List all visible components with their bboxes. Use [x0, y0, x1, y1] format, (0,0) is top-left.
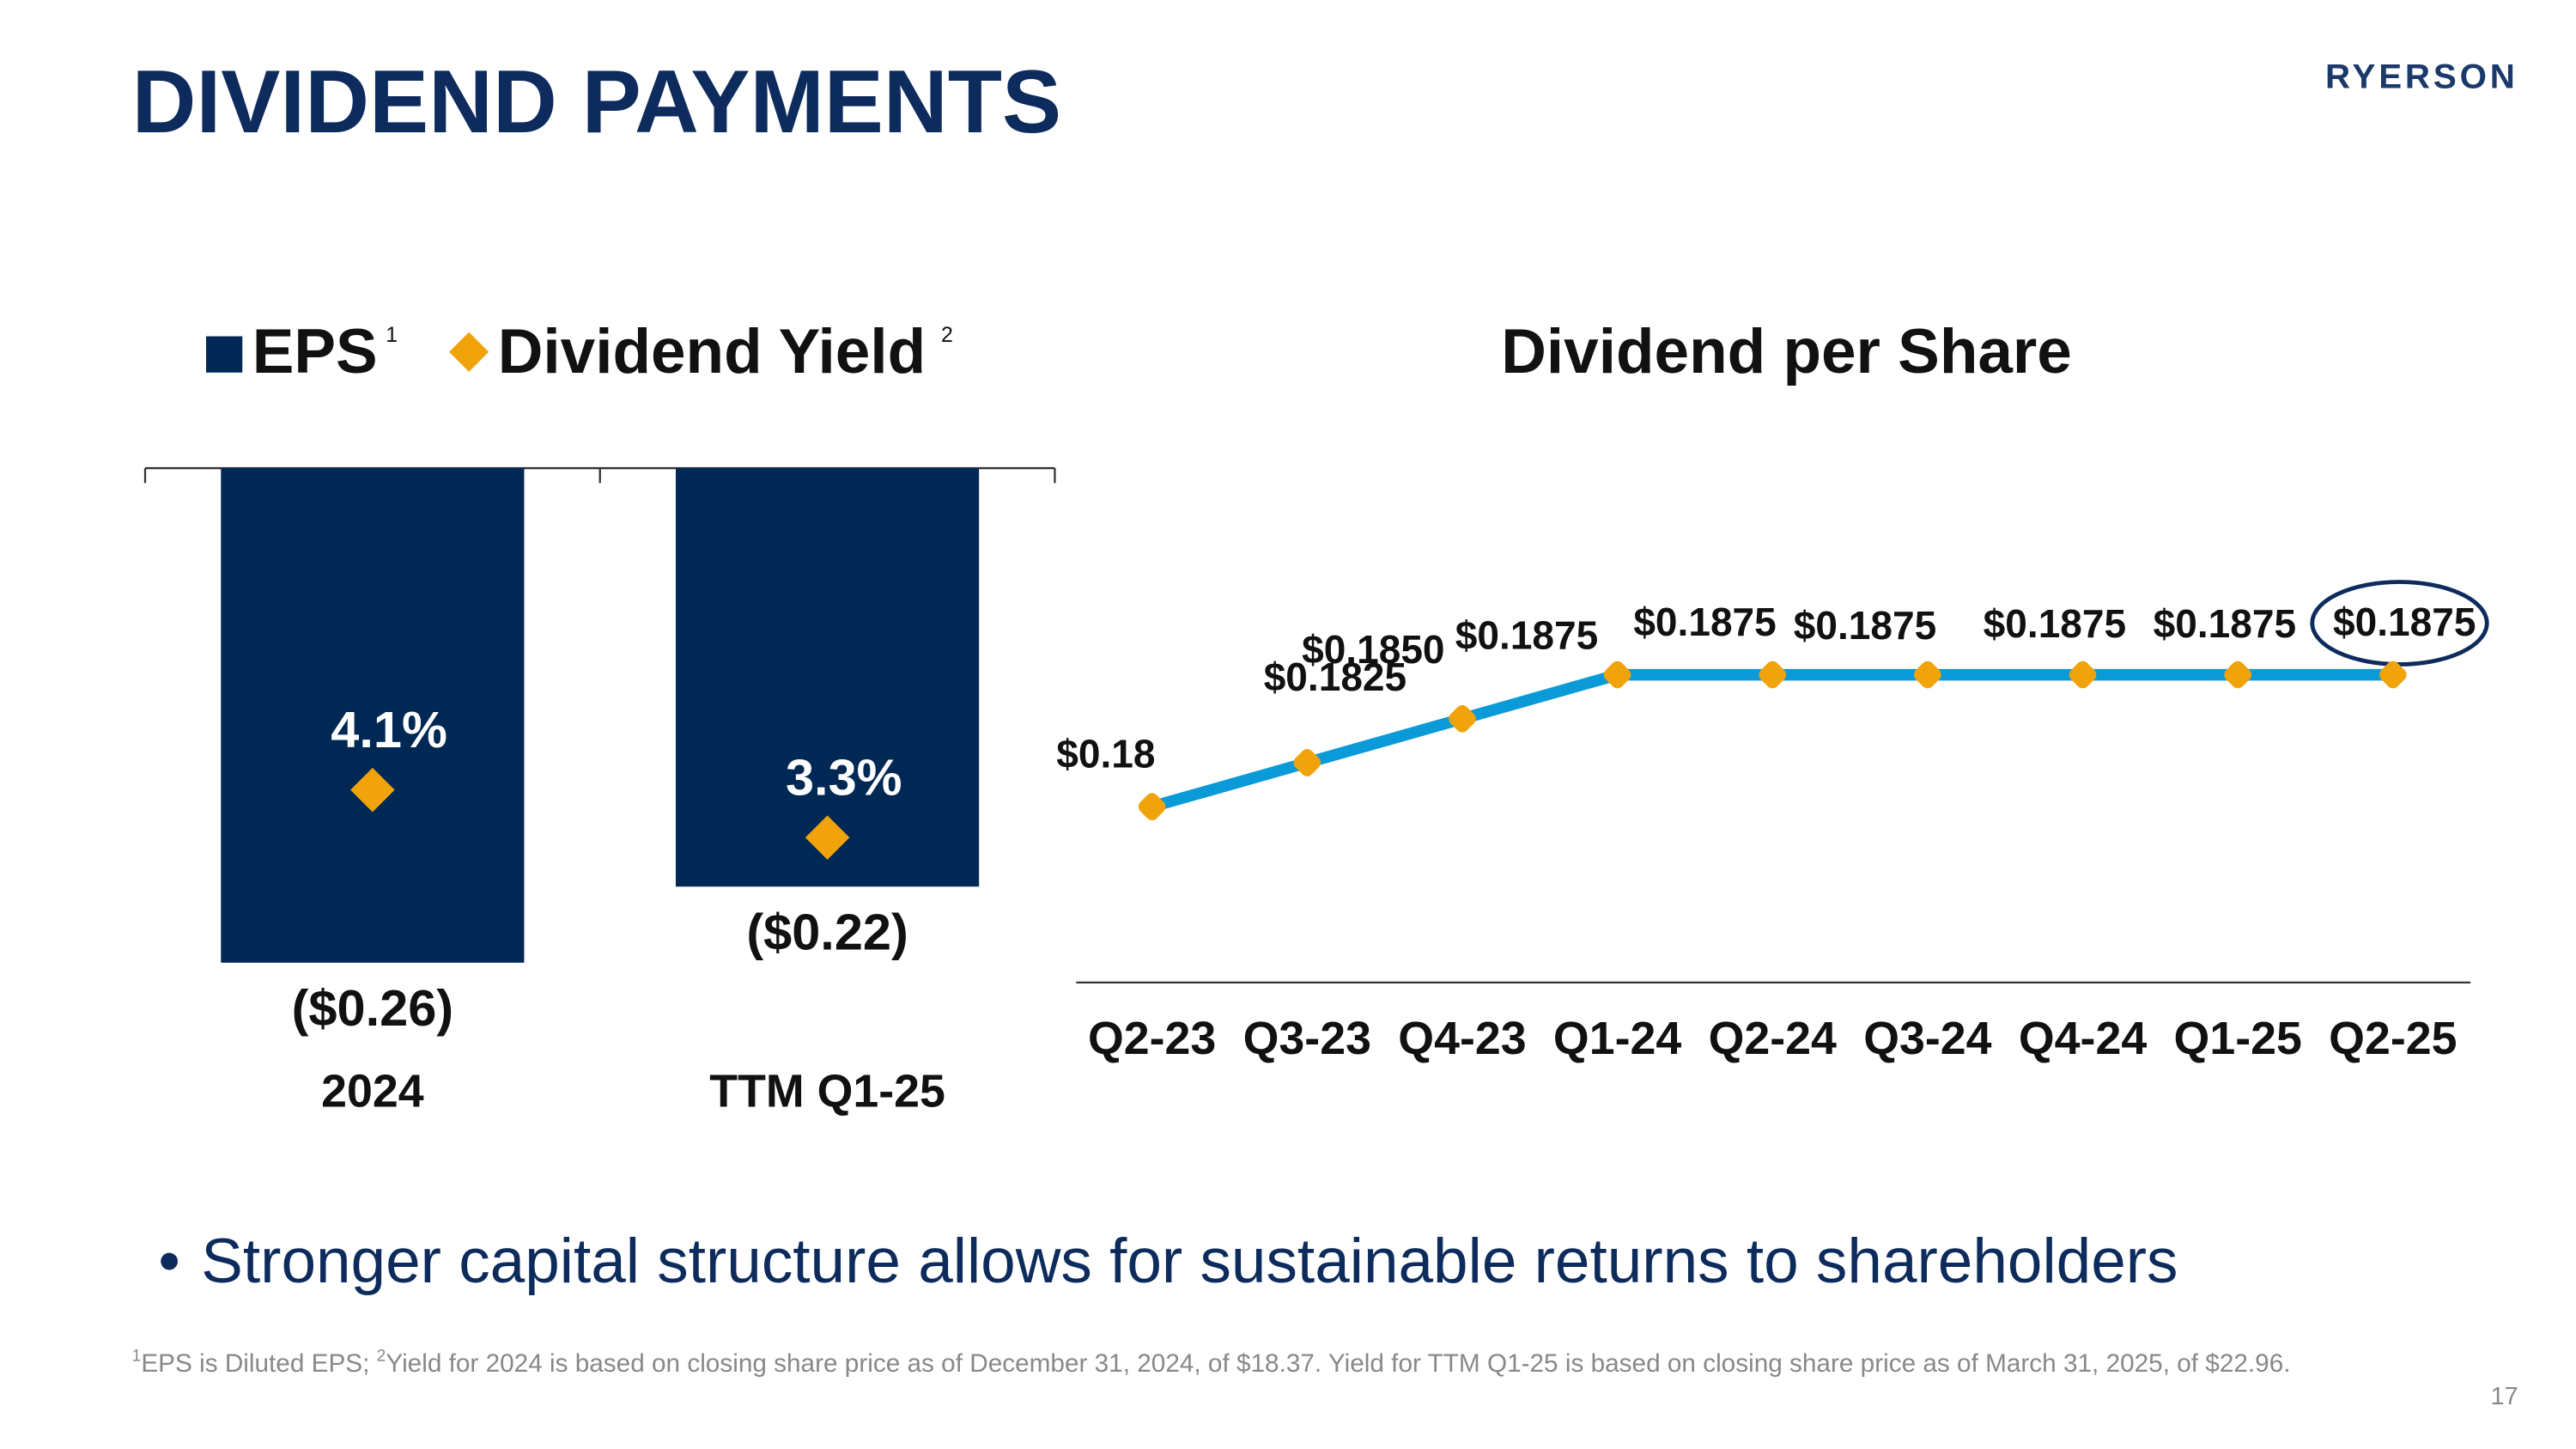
value-label: $0.1850 — [1302, 627, 1444, 672]
legend-footnote: 1 — [386, 323, 398, 347]
eps-label: ($0.22) — [746, 904, 908, 961]
x-tick-label: Q3-23 — [1243, 1013, 1371, 1064]
dividend-marker — [1293, 749, 1321, 776]
x-tick-label: Q2-23 — [1088, 1013, 1216, 1064]
value-label: $0.18 — [1056, 732, 1155, 776]
footnote-text: Yield for 2024 is based on closing share… — [386, 1349, 2290, 1378]
value-label: $0.1875 — [1794, 603, 1936, 648]
dividend-marker — [2224, 661, 2252, 689]
value-label: $0.1875 — [1633, 600, 1776, 644]
page-number: 17 — [2491, 1383, 2518, 1410]
highlight-circle — [2310, 580, 2489, 667]
bullet-text: Stronger capital structure allows for su… — [201, 1227, 2178, 1296]
x-tick-label: Q2-24 — [1709, 1013, 1837, 1064]
legend-label: Dividend Yield — [498, 317, 926, 387]
chart-title: Dividend per Share — [1501, 317, 2072, 387]
footnote: 1EPS is Diluted EPS; 2Yield for 2024 is … — [132, 1348, 2291, 1378]
x-tick-label: Q1-25 — [2174, 1013, 2302, 1064]
legend-label: EPS — [252, 317, 378, 387]
dividend-marker — [1138, 793, 1166, 820]
bullet-marker: • — [158, 1227, 180, 1296]
dividend-marker — [1914, 661, 1941, 689]
dividend-marker — [2379, 661, 2407, 689]
eps-label: ($0.26) — [292, 979, 453, 1037]
x-tick-label: Q3-24 — [1863, 1013, 1991, 1064]
legend-swatch — [449, 332, 489, 372]
x-tick-label: Q4-23 — [1398, 1013, 1526, 1064]
value-label: $0.1875 — [1455, 613, 1598, 658]
value-label: $0.1875 — [2154, 601, 2296, 646]
category-label: TTM Q1-25 — [709, 1066, 945, 1117]
dividend-marker — [2069, 661, 2097, 689]
yield-label: 4.1% — [331, 701, 447, 758]
legend-swatch — [206, 336, 243, 373]
category-label: 2024 — [321, 1066, 424, 1117]
yield-label: 3.3% — [786, 749, 902, 807]
value-label: $0.1875 — [1984, 601, 2126, 646]
footnote-sup: 2 — [377, 1348, 386, 1366]
slide-title: DIVIDEND PAYMENTS — [132, 52, 1061, 151]
footnote-text: EPS is Diluted EPS; — [141, 1349, 376, 1378]
dividend-marker — [1449, 704, 1476, 733]
x-tick-label: Q4-24 — [2019, 1013, 2147, 1064]
value-label: $0.1825 — [1264, 654, 1406, 699]
dividend-marker — [1759, 661, 1787, 689]
footnote-sup: 1 — [132, 1348, 142, 1366]
value-label: $0.1875 — [2333, 600, 2476, 644]
x-tick-label: Q2-25 — [2329, 1013, 2457, 1064]
bar — [221, 468, 525, 963]
legend-footnote: 2 — [941, 323, 953, 347]
logo: RYERSON — [2325, 58, 2518, 96]
x-tick-label: Q1-24 — [1553, 1013, 1681, 1064]
dividend-marker — [1603, 661, 1631, 689]
